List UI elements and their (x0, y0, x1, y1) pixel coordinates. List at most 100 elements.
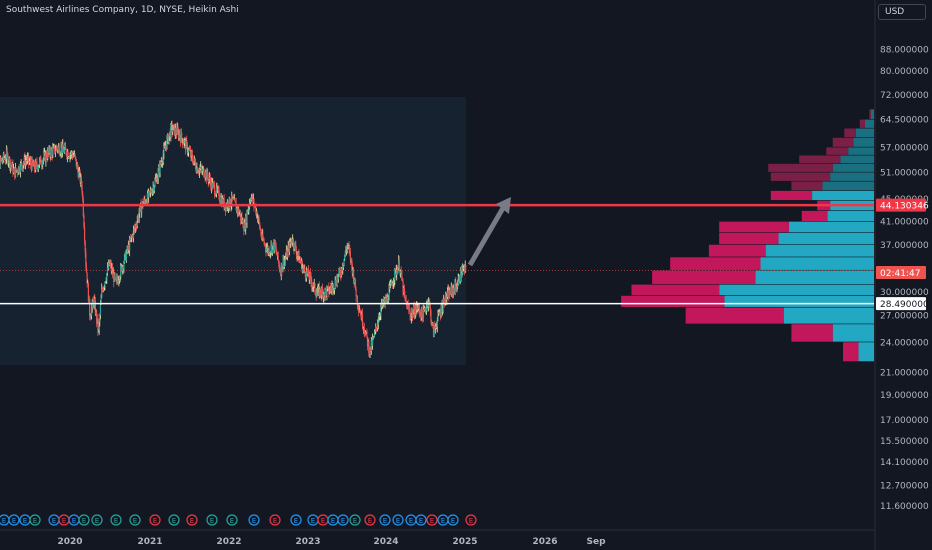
candle-body (52, 148, 54, 156)
candle-body (422, 309, 424, 321)
candle-body (170, 123, 173, 125)
candle-body (193, 161, 195, 165)
earnings-marker-ring (29, 514, 41, 526)
earnings-marker[interactable]: E (8, 514, 20, 526)
candle-body (328, 291, 331, 294)
candle-body (149, 191, 151, 193)
candle-body (189, 150, 191, 152)
earnings-marker[interactable]: E (465, 514, 477, 526)
candle-body (325, 290, 327, 296)
candle-body (197, 172, 199, 174)
earnings-marker[interactable]: E (29, 514, 41, 526)
candle-body (178, 134, 180, 139)
candle-body (417, 305, 419, 308)
earnings-marker[interactable]: E (307, 514, 319, 526)
candle-body (64, 145, 67, 150)
candle-body (217, 189, 220, 190)
candle-body (104, 282, 106, 287)
candle-body (205, 172, 207, 178)
earnings-marker[interactable]: E (415, 514, 427, 526)
earnings-marker[interactable]: E (426, 514, 438, 526)
earnings-marker-ring (206, 514, 218, 526)
candle-body (41, 164, 43, 166)
earnings-marker[interactable]: E (447, 514, 459, 526)
earnings-marker-label: E (210, 517, 214, 525)
earnings-marker[interactable]: E (129, 514, 141, 526)
candle-body (353, 282, 355, 284)
earnings-marker[interactable]: E (78, 514, 90, 526)
candle-body (386, 296, 388, 302)
candle-body (342, 265, 345, 268)
candle-body (300, 261, 302, 264)
candle-body (247, 212, 249, 214)
candle-body (73, 154, 76, 156)
earnings-marker[interactable]: E (186, 514, 198, 526)
earnings-marker-label: E (321, 517, 325, 525)
candle-body (78, 171, 80, 178)
earnings-marker[interactable]: E (110, 514, 122, 526)
candle-body (362, 325, 364, 329)
candle-body (61, 144, 63, 154)
earnings-marker[interactable]: E (248, 514, 260, 526)
candle-body (221, 197, 223, 206)
candle-body (449, 290, 451, 295)
candle-body (149, 190, 152, 193)
candle-body (257, 217, 260, 219)
earnings-marker[interactable]: E (364, 514, 376, 526)
earnings-marker[interactable]: E (226, 514, 238, 526)
candle-body (429, 306, 431, 311)
earnings-marker[interactable]: E (19, 514, 31, 526)
earnings-marker[interactable]: E (168, 514, 180, 526)
earnings-marker[interactable]: E (149, 514, 161, 526)
currency-button[interactable]: USD (878, 4, 926, 20)
candle-body (151, 189, 154, 195)
candle-body (305, 276, 307, 279)
candle-body (186, 143, 188, 153)
earnings-marker[interactable]: E (337, 514, 349, 526)
earnings-marker[interactable]: E (437, 514, 449, 526)
candle-body (86, 272, 88, 284)
earnings-marker[interactable]: E (91, 514, 103, 526)
earnings-marker[interactable]: E (392, 514, 404, 526)
earnings-marker[interactable]: E (327, 514, 339, 526)
candle-body (272, 242, 274, 246)
candle-body (39, 157, 41, 160)
earnings-marker[interactable]: E (58, 514, 70, 526)
candle-body (434, 326, 437, 329)
candle-body (369, 346, 371, 354)
earnings-marker[interactable]: E (0, 514, 10, 526)
candle-body (127, 245, 129, 250)
candle-body (231, 195, 233, 205)
candle-body (114, 273, 116, 279)
candle-body (330, 287, 332, 289)
candle-body (130, 237, 133, 238)
candle-body (26, 157, 29, 162)
earnings-marker[interactable]: E (290, 514, 302, 526)
earnings-marker[interactable]: E (317, 514, 329, 526)
candle-body (379, 314, 381, 317)
candle-body (92, 300, 94, 302)
earnings-marker[interactable]: E (68, 514, 80, 526)
candle-body (169, 131, 171, 138)
candle-body (146, 192, 148, 205)
candle-body (291, 242, 293, 244)
candle-body (238, 208, 240, 215)
candle-body (462, 268, 464, 274)
earnings-marker[interactable]: E (379, 514, 391, 526)
candle-body (82, 192, 84, 199)
candle-body (133, 227, 135, 230)
earnings-marker[interactable]: E (206, 514, 218, 526)
candle-body (363, 328, 365, 329)
candle-body (319, 289, 321, 297)
candle-body (219, 199, 221, 202)
earnings-marker[interactable]: E (48, 514, 60, 526)
earnings-marker[interactable]: E (269, 514, 281, 526)
candle-body (7, 162, 10, 164)
candle-body (162, 154, 164, 162)
candle-body (232, 197, 234, 199)
candle-body (72, 155, 74, 158)
earnings-marker[interactable]: E (349, 514, 361, 526)
earnings-marker[interactable]: E (405, 514, 417, 526)
